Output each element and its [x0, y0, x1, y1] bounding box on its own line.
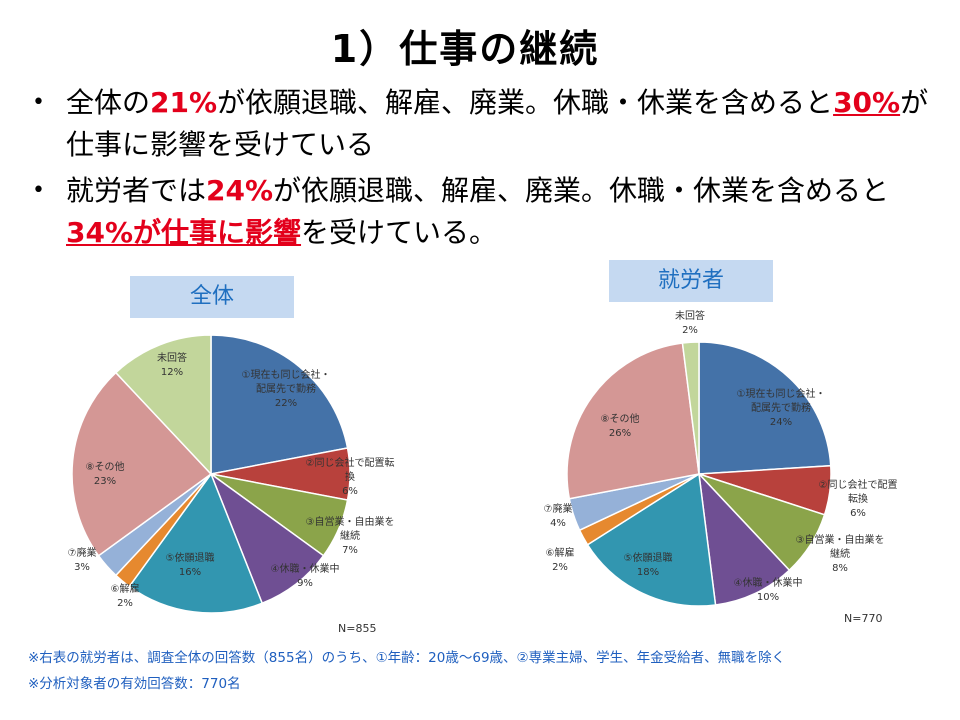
slice-label: ②同じ会社で配置転換 6% — [306, 456, 395, 497]
pie-slice — [697, 471, 791, 606]
slice-label: ⑥解雇 2% — [546, 546, 575, 573]
pie-slice — [566, 342, 700, 500]
pie-slice — [71, 371, 213, 557]
chart-title-all: 全体 — [130, 276, 294, 318]
bullet-text: 全体の — [66, 86, 151, 119]
slice-label: ⑤依願退職 16% — [166, 551, 215, 578]
sample-size-all: N=855 — [338, 622, 377, 635]
slice-label: ③自営業・自由業を継続 7% — [306, 515, 395, 556]
footnote-2: ※分析対象者の有効回答数：770名 — [28, 676, 241, 692]
slice-label: ⑥解雇 2% — [111, 582, 140, 609]
slice-label: ④休職・休業中 9% — [271, 562, 340, 589]
highlight-value: 21% — [150, 86, 218, 119]
sample-size-workers: N=770 — [844, 612, 883, 625]
highlight-value: 34%が仕事に影響 — [66, 216, 302, 249]
page-title: 1）仕事の継続 — [330, 27, 600, 71]
bullet-text: 就労者では — [66, 174, 207, 207]
slice-label: ⑤依願退職 18% — [624, 551, 673, 578]
bullet-dot-icon: • — [32, 178, 45, 203]
highlight-value: 24% — [206, 174, 274, 207]
bullet-list: • 全体の21%が依願退職、解雇、廃業。休職・休業を含めると30%が仕事に影響を… — [32, 82, 932, 258]
chart-title-workers: 就労者 — [609, 260, 773, 302]
slice-label: ⑧その他 23% — [86, 460, 125, 487]
pie-slice — [698, 341, 832, 475]
bullet-text: が依願退職、解雇、廃業。休職・休業を含めると — [217, 86, 834, 119]
pie-slice — [681, 341, 700, 475]
bullet-dot-icon: • — [32, 90, 45, 115]
highlight-value: 30% — [833, 86, 901, 119]
footnote-1: ※右表の就労者は、調査全体の回答数（855名）のうち、①年齢：20歳〜69歳、②… — [28, 650, 786, 666]
slice-label: ⑧その他 26% — [601, 412, 640, 439]
bullet-item-1: • 全体の21%が依願退職、解雇、廃業。休職・休業を含めると30%が仕事に影響を… — [32, 82, 932, 166]
bullet-item-2: • 就労者では24%が依願退職、解雇、廃業。休職・休業を含めると 34%が仕事に影… — [32, 170, 932, 254]
slice-label: ①現在も同じ会社・配属先で勤務 24% — [737, 387, 826, 428]
slice-label: ⑦廃業 3% — [68, 546, 97, 573]
pie-slice — [209, 471, 325, 605]
slice-label: ③自営業・自由業を継続 8% — [796, 533, 885, 574]
pie-slice — [210, 334, 349, 475]
slice-label: 未回答 12% — [157, 351, 187, 378]
slice-label: ①現在も同じ会社・配属先で勤務 22% — [242, 368, 331, 409]
pie-slice — [114, 334, 212, 476]
slice-label: ②同じ会社で配置転換 6% — [819, 478, 898, 519]
pie-slice — [586, 472, 717, 607]
bullet-text: が仕事に影響を受けている — [66, 86, 929, 161]
pie-slice — [128, 472, 264, 614]
slice-label: ④休職・休業中 10% — [734, 576, 803, 603]
slice-label: 未回答 2% — [675, 309, 705, 336]
bullet-text: が依願退職、解雇、廃業。休職・休業を含めると — [273, 174, 890, 207]
bullet-text: を受けている。 — [301, 216, 498, 249]
slice-label: ⑦廃業 4% — [544, 502, 573, 529]
